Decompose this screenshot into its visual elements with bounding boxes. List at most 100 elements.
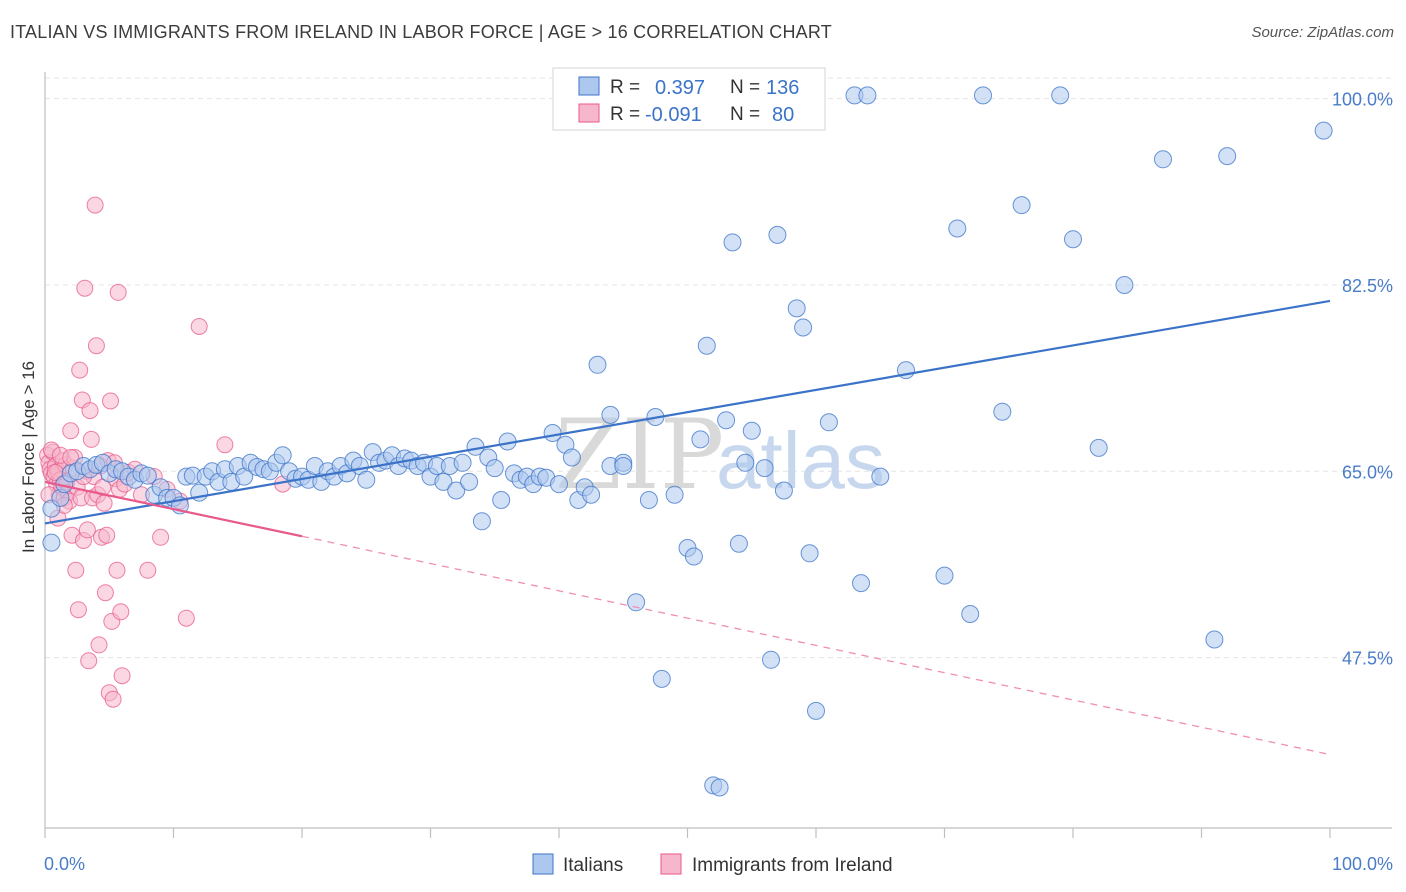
ireland-point	[109, 283, 127, 301]
italians-point	[453, 453, 472, 472]
italians-point	[961, 605, 980, 623]
y-tick-label: 65.0%	[1342, 462, 1393, 482]
italians-point	[357, 470, 376, 489]
italians-point	[273, 446, 292, 465]
italians-point	[1051, 86, 1070, 105]
italians-point	[993, 402, 1012, 421]
italians-point	[1012, 196, 1031, 215]
italians-point	[1314, 121, 1333, 140]
ireland-point	[78, 521, 96, 539]
legend-r-label-italians: R =	[610, 77, 640, 98]
italians-point	[562, 448, 581, 467]
italians-point	[755, 459, 774, 478]
italians-point	[614, 457, 633, 475]
italians-trend-line	[44, 299, 1331, 525]
italians-point	[800, 544, 819, 563]
italians-point	[691, 430, 710, 449]
italians-point	[447, 481, 466, 500]
italians-point	[460, 472, 479, 491]
italians-point	[472, 512, 491, 531]
italians-point	[762, 650, 780, 669]
bottom-legend-swatch-ireland	[660, 853, 682, 875]
watermark: ZIP atlas	[555, 399, 885, 511]
italians-point	[550, 475, 568, 494]
legend-box: R = 0.397 N = 136 R = -0.091 N = 80	[552, 67, 826, 131]
y-tick-label: 82.5%	[1342, 276, 1393, 296]
italians-point	[723, 233, 742, 252]
ireland-point	[90, 636, 108, 654]
italians-point	[485, 459, 504, 478]
grid	[45, 77, 1392, 659]
italians-point	[858, 86, 877, 105]
italians-point	[1089, 438, 1108, 457]
legend-n-value-ireland: 80	[772, 104, 794, 126]
y-axis-label: In Labor Force | Age > 16	[19, 361, 38, 553]
legend-swatch-ireland	[578, 103, 600, 123]
x-tick-marks	[44, 828, 1331, 838]
italians-point	[974, 86, 992, 105]
italians-point	[717, 411, 736, 430]
ireland-point	[82, 430, 100, 448]
italians-point	[794, 318, 813, 337]
trend-lines	[44, 299, 1331, 756]
ireland-point	[216, 436, 234, 454]
ireland-point	[98, 526, 116, 544]
italians-point	[627, 593, 646, 612]
legend-n-label-italians: N =	[730, 77, 760, 98]
italians-point	[935, 566, 954, 585]
bottom-legend-label-ireland: Immigrants from Ireland	[692, 855, 893, 876]
y-tick-label: 100.0%	[1332, 90, 1393, 110]
italians-point	[1154, 150, 1172, 169]
series-italians-points	[42, 86, 1333, 797]
italians-point	[582, 485, 601, 504]
italians-point	[819, 413, 838, 432]
legend-n-value-italians: 136	[766, 77, 799, 99]
ireland-trend-extension	[301, 535, 1331, 756]
italians-point	[852, 574, 870, 593]
ireland-point	[86, 196, 104, 214]
ireland-point	[152, 528, 170, 546]
ireland-point	[69, 601, 87, 619]
italians-point	[652, 669, 671, 688]
italians-point	[639, 491, 658, 509]
italians-point	[601, 405, 620, 424]
italians-point	[1218, 147, 1237, 166]
ireland-point	[76, 279, 94, 297]
ireland-point	[139, 561, 157, 579]
italians-point	[871, 467, 890, 486]
italians-point	[787, 299, 806, 318]
ireland-point	[177, 609, 195, 627]
bottom-legend: Italians Immigrants from Ireland	[532, 853, 893, 876]
italians-point	[710, 778, 729, 797]
italians-point	[434, 472, 453, 491]
italians-point	[42, 533, 61, 552]
italians-point	[729, 534, 748, 553]
italians-point	[1064, 230, 1082, 249]
ireland-point	[112, 603, 130, 621]
italians-point	[1115, 276, 1134, 294]
y-tick-labels: 100.0% 82.5% 65.0% 47.5%	[1332, 90, 1393, 669]
source-label: Source: ZipAtlas.com	[1251, 24, 1394, 41]
bottom-legend-swatch-italians	[532, 853, 554, 875]
italians-point	[1205, 630, 1224, 649]
series-ireland-points	[39, 196, 292, 708]
italians-point	[742, 421, 761, 440]
ireland-point	[95, 494, 113, 512]
x-tick-label-min: 0.0%	[44, 854, 85, 874]
legend-r-value-italians: 0.397	[655, 77, 705, 99]
ireland-point	[71, 361, 89, 379]
x-tick-label-max: 100.0%	[1332, 854, 1393, 874]
legend-r-label-ireland: R =	[610, 104, 640, 125]
italians-point	[138, 466, 157, 485]
ireland-point	[190, 318, 208, 335]
italians-point	[736, 453, 755, 472]
italians-point	[684, 547, 703, 566]
bottom-legend-label-italians: Italians	[563, 855, 623, 876]
legend-n-label-ireland: N =	[730, 104, 760, 125]
ireland-point	[108, 561, 126, 579]
ireland-point	[81, 402, 99, 420]
ireland-point	[113, 667, 131, 685]
ireland-point	[104, 690, 122, 708]
italians-point	[588, 355, 607, 374]
